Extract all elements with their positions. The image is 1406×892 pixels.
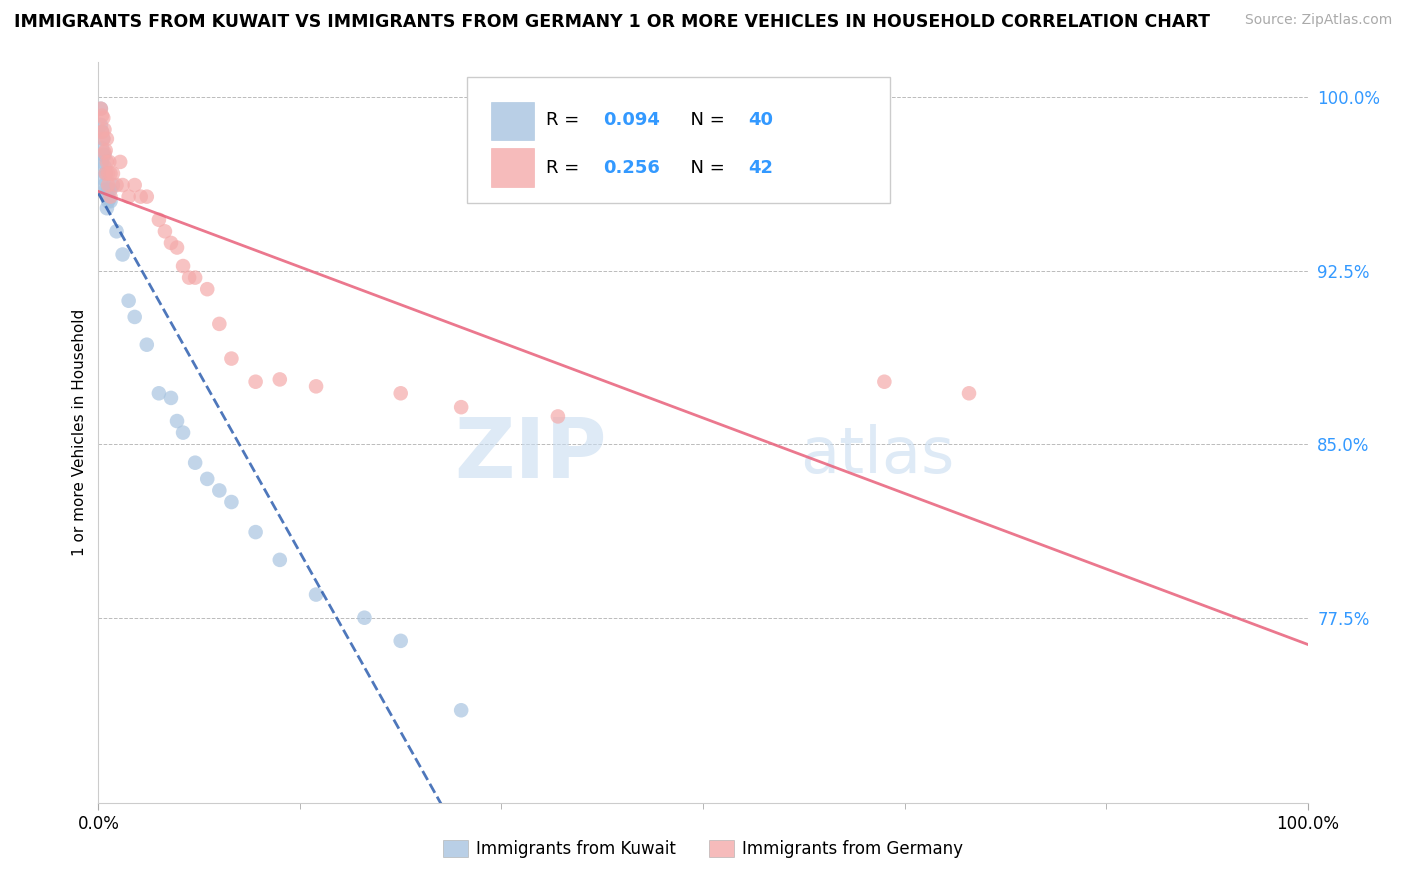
Point [305,588,328,602]
Text: N =: N = [679,159,730,177]
Text: N =: N = [679,112,730,129]
Point [148,386,170,401]
Point [353,610,375,624]
Point [100,194,122,209]
Point [97,183,120,197]
Point [91,132,114,146]
Point [111,247,134,261]
Point [97,166,120,180]
Text: ZIP: ZIP [454,414,606,495]
Point [450,400,472,414]
Point [91,125,114,139]
Point [172,259,194,273]
Point [166,414,188,428]
Point [91,171,114,186]
Point [148,212,170,227]
FancyBboxPatch shape [492,148,534,186]
Point [195,472,218,486]
Point [90,118,112,132]
Point [160,235,183,250]
Point [96,201,118,215]
Y-axis label: 1 or more Vehicles in Household: 1 or more Vehicles in Household [72,309,87,557]
Point [160,391,183,405]
Point [105,224,128,238]
Point [208,483,231,498]
Point [129,189,152,203]
Point [97,194,120,209]
Point [957,386,980,401]
Point [101,166,124,180]
FancyBboxPatch shape [492,102,534,140]
Point [124,178,146,192]
Point [245,375,267,389]
Point [118,189,141,203]
Point [91,109,114,123]
Point [101,178,124,192]
Point [94,183,117,197]
Point [184,270,207,285]
Point [166,240,188,254]
Point [245,525,267,540]
Point [100,183,122,197]
Point [96,132,118,146]
Point [91,148,114,162]
Text: 42: 42 [748,159,773,177]
Text: R =: R = [546,159,585,177]
Legend: Immigrants from Kuwait, Immigrants from Germany: Immigrants from Kuwait, Immigrants from … [436,833,970,865]
Point [124,310,146,324]
Point [153,224,176,238]
Text: 0.256: 0.256 [603,159,659,177]
Point [98,192,121,206]
Point [269,372,291,386]
Point [91,132,114,146]
Point [94,166,117,180]
Point [111,178,134,192]
Point [184,456,207,470]
Point [221,351,243,366]
Point [94,166,117,180]
Point [135,189,157,203]
FancyBboxPatch shape [467,78,890,203]
Point [94,144,117,158]
Point [873,375,896,389]
Point [389,386,412,401]
Point [179,270,201,285]
Point [90,102,112,116]
Point [96,155,118,169]
Point [91,111,114,125]
Point [450,703,472,717]
Point [172,425,194,440]
Text: IMMIGRANTS FROM KUWAIT VS IMMIGRANTS FROM GERMANY 1 OR MORE VEHICLES IN HOUSEHOL: IMMIGRANTS FROM KUWAIT VS IMMIGRANTS FRO… [14,13,1211,31]
Point [91,141,114,155]
Point [93,178,115,192]
Point [97,178,120,192]
Text: 0.094: 0.094 [603,112,659,129]
Point [100,166,122,180]
Text: Source: ZipAtlas.com: Source: ZipAtlas.com [1244,13,1392,28]
Point [96,189,118,203]
Point [90,102,112,116]
Point [118,293,141,308]
Point [135,337,157,351]
Point [269,553,291,567]
Point [93,148,115,162]
Text: atlas: atlas [800,424,955,486]
Point [91,125,114,139]
Point [389,633,412,648]
Point [98,155,121,169]
Point [208,317,231,331]
Point [547,409,569,424]
Point [105,178,128,192]
Point [100,189,122,203]
Point [195,282,218,296]
Point [93,160,115,174]
Point [221,495,243,509]
Text: R =: R = [546,112,585,129]
Text: 40: 40 [748,112,773,129]
Point [305,379,328,393]
Point [108,155,131,169]
Point [93,122,115,136]
Point [93,145,115,160]
Point [91,155,114,169]
